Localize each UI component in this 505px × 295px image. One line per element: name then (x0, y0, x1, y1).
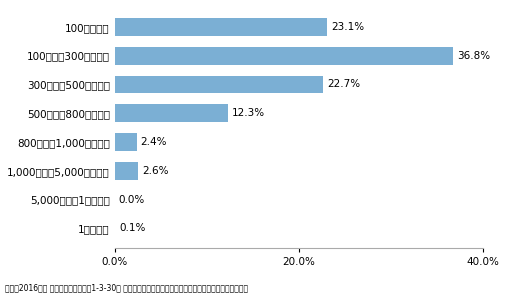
Bar (114, 162, 138, 180)
Text: 0.0%: 0.0% (118, 195, 144, 205)
Bar (114, 104, 227, 122)
Text: 0.1%: 0.1% (119, 224, 145, 233)
Bar (114, 219, 115, 237)
Bar (114, 76, 323, 94)
Text: 36.8%: 36.8% (456, 51, 489, 61)
Text: 23.1%: 23.1% (330, 22, 363, 32)
Bar (114, 18, 326, 36)
Text: 2.6%: 2.6% (142, 166, 168, 176)
Text: 22.7%: 22.7% (326, 79, 360, 89)
Bar (114, 133, 136, 151)
Bar (114, 47, 452, 65)
Text: 2.4%: 2.4% (140, 137, 167, 147)
Text: 12.3%: 12.3% (231, 108, 264, 118)
Text: 資料：2016年版 小規模企業白書「第1-3-30図 フリーランスの手取り年収、貯金の金額」をもとに著者改変: 資料：2016年版 小規模企業白書「第1-3-30図 フリーランスの手取り年収、… (5, 283, 247, 292)
